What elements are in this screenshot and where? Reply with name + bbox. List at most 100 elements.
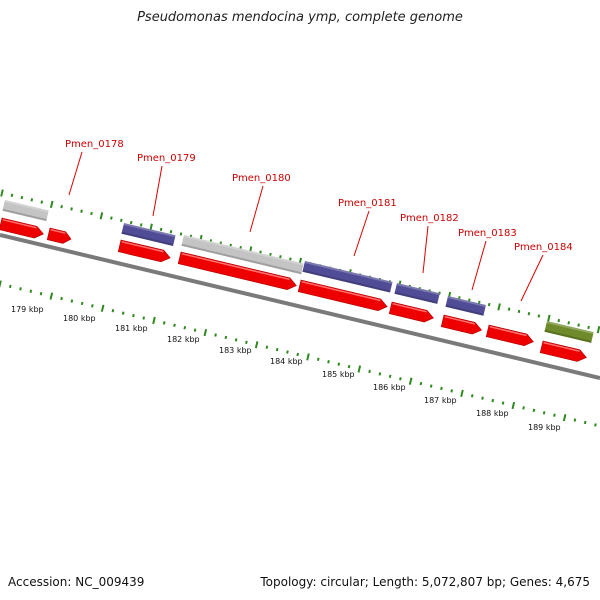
cds-arrow-0179-shine [121,240,164,253]
minor-tick [142,316,146,320]
minor-tick [183,326,187,330]
cds-arrow-0177-body [0,217,44,239]
feature-green-0185-shade [544,329,592,343]
cds-arrow-0178 [46,227,72,244]
minor-tick [316,357,320,362]
minor-tick [275,347,279,352]
minor-tick [20,195,24,200]
map-title: Pseudomonas mendocina ymp, complete geno… [137,10,463,25]
minor-tick [440,386,443,391]
minor-tick [594,423,597,427]
cds-arrow-0177-shine [2,218,37,229]
kbp-label: 187 kbp [424,396,457,405]
minor-tick [378,372,382,376]
minor-tick [286,350,289,354]
minor-tick [337,362,341,366]
minor-tick [30,198,34,202]
kbp-label: 189 kbp [528,423,561,432]
minor-tick [90,211,93,216]
minor-tick [477,300,481,305]
minor-tick [129,220,133,225]
gene-labels: Pmen_0178 Pmen_0179 Pmen_0180 Pmen_0181 … [65,139,573,253]
minor-tick [450,389,454,393]
minor-tick [388,374,392,379]
major-tick [99,212,104,220]
cds-arrow-0182-shine [392,302,427,313]
gene-label-pmen-0184[interactable]: Pmen_0184 [514,242,573,253]
minor-tick [577,323,580,327]
kbp-label: 185 kbp [322,370,355,379]
feature-blue-0179-body [121,223,176,246]
feature-blue-0179-shine [123,223,176,238]
kbp-label: 184 kbp [270,357,303,366]
major-tick [511,401,516,410]
kbp-label: 186 kbp [373,383,406,392]
gene-features [0,200,594,362]
feature-gray-0177-body [2,200,49,222]
major-tick [100,304,105,312]
minor-tick [234,338,238,342]
cds-arrow-0183-shine [444,315,475,325]
kbp-label: 183 kbp [219,346,252,355]
label-leader-line [68,151,83,196]
feature-green-0185-shine [546,321,594,335]
minor-tick [537,314,541,318]
minor-tick [159,227,163,232]
major-tick [0,189,4,197]
kbp-label: 180 kbp [63,314,96,323]
feature-blue-0183-shine [447,296,486,307]
cds-arrow-0182-body [388,301,434,323]
major-tick [357,365,362,373]
minor-tick [110,216,113,220]
label-leader-line [471,240,487,291]
feature-blue-0179-shade [121,231,174,246]
minor-tick [399,377,402,381]
cds-arrow-0183-body [440,314,483,335]
minor-tick [289,257,292,261]
upper-tick-scale [0,189,600,334]
feature-green-0185-body [544,321,594,343]
major-tick [497,303,501,311]
minor-tick [119,218,123,223]
minor-tick [470,394,474,398]
minor-tick [179,232,183,236]
minor-tick [19,287,22,291]
feature-blue-0181-shine [304,261,393,284]
kbp-label: 188 kbp [476,409,509,418]
cds-arrow-0185 [539,340,587,362]
label-leaders [68,151,544,302]
minor-tick [419,381,423,386]
gene-label-pmen-0181[interactable]: Pmen_0181 [338,198,397,209]
major-tick [460,389,464,397]
gene-label-pmen-0183[interactable]: Pmen_0183 [458,228,517,239]
feature-blue-0183-body [445,296,486,316]
minor-tick [368,369,371,374]
gene-label-pmen-0179[interactable]: Pmen_0179 [137,153,196,164]
gene-label-pmen-0178[interactable]: Pmen_0178 [65,139,124,150]
minor-tick [121,311,125,315]
gene-label-pmen-0182[interactable]: Pmen_0182 [400,213,459,224]
accession-text: Accession: NC_009439 [8,575,145,589]
minor-tick [193,328,197,332]
feature-blue-0182-shade [394,291,438,304]
gene-label-pmen-0180[interactable]: Pmen_0180 [232,173,291,184]
minor-tick [245,340,248,345]
kbp-label: 181 kbp [115,324,148,333]
minor-tick [573,418,577,422]
minor-tick [567,321,571,325]
minor-tick [491,398,495,403]
minor-tick [279,255,282,259]
minor-tick [553,413,556,417]
feature-blue-0181-shade [302,269,391,293]
cds-arrow-0181-shine [301,280,381,302]
feature-gray-0177 [2,200,49,222]
minor-tick [347,364,351,369]
major-tick [49,292,54,300]
minor-tick [39,292,43,296]
minor-tick [132,313,135,318]
major-tick [152,316,156,325]
cds-arrow-0184-shine [489,325,527,337]
major-tick [408,377,413,385]
cds-arrow-0184 [485,324,534,347]
genome-summary-text: Topology: circular; Length: 5,072,807 bp… [260,575,590,589]
